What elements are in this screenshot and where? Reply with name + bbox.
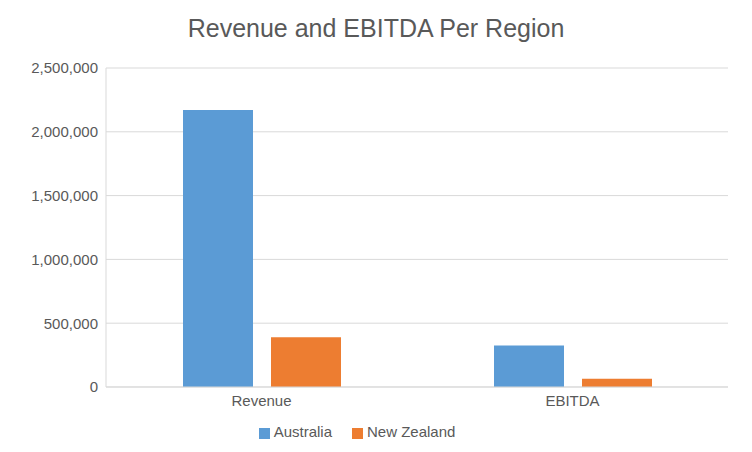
html-text:Revenue and EBITDA Per Region: Revenue and EBITDA Per Region: [187, 14, 565, 42]
svg-text:Revenue: Revenue: [231, 392, 291, 409]
svg-text:0: 0: [90, 378, 98, 395]
svg-text:1,000,000: 1,000,000: [31, 251, 98, 268]
svg-text:2,500,000: 2,500,000: [31, 59, 98, 76]
svg-text:500,000: 500,000: [44, 315, 98, 332]
html-text:New Zealand: New Zealand: [367, 423, 456, 440]
html-text:Australia: Australia: [273, 423, 332, 440]
svg-text:EBITDA: EBITDA: [545, 392, 599, 409]
svg-text:1,500,000: 1,500,000: [31, 187, 98, 204]
svg-text:2,000,000: 2,000,000: [31, 123, 98, 140]
